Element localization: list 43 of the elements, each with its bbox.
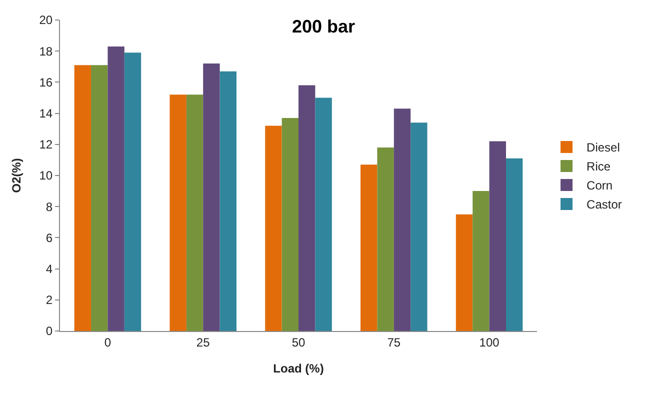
legend-label: Rice — [586, 160, 611, 174]
x-tick-label: 75 — [387, 335, 401, 350]
bar — [410, 122, 428, 331]
bar — [74, 65, 92, 331]
bar — [472, 191, 490, 331]
bar — [360, 164, 378, 331]
bar — [394, 108, 411, 331]
y-tick-label: 14 — [39, 106, 53, 120]
y-tick-label: 4 — [46, 262, 53, 276]
bar — [186, 94, 204, 331]
bar — [170, 94, 186, 331]
bar — [315, 98, 332, 331]
y-tick-label: 18 — [39, 44, 53, 58]
chart-title: 200 bar — [292, 16, 356, 37]
bar — [298, 85, 316, 331]
y-tick-label: 12 — [39, 138, 53, 152]
bar — [456, 214, 473, 331]
bar — [506, 158, 523, 331]
y-tick-label: 8 — [46, 200, 53, 214]
y-tick-label: 20 — [39, 13, 53, 28]
y-axis-title: O2(%) — [10, 158, 24, 193]
x-axis-title: Load (%) — [273, 361, 324, 376]
legend-label: Castor — [586, 198, 622, 212]
x-tick-label: 50 — [292, 335, 306, 350]
y-tick-label: 16 — [39, 75, 53, 90]
bar — [91, 65, 108, 331]
legend-label: Diesel — [586, 140, 620, 155]
legend-label: Corn — [586, 178, 613, 193]
bar — [489, 141, 506, 331]
y-tick-label: 2 — [46, 293, 53, 308]
bar — [124, 52, 142, 331]
bar — [377, 148, 394, 331]
x-tick-label: 0 — [104, 335, 112, 350]
bar — [220, 71, 236, 331]
y-tick-label: 10 — [39, 168, 53, 183]
x-tick-label: 25 — [196, 335, 210, 350]
bar — [282, 118, 298, 331]
bar — [265, 126, 282, 331]
bar — [203, 64, 220, 331]
bar — [108, 46, 124, 331]
y-tick-label: 0 — [46, 324, 53, 338]
x-tick-label: 100 — [479, 335, 500, 350]
y-tick-label: 6 — [46, 230, 53, 245]
